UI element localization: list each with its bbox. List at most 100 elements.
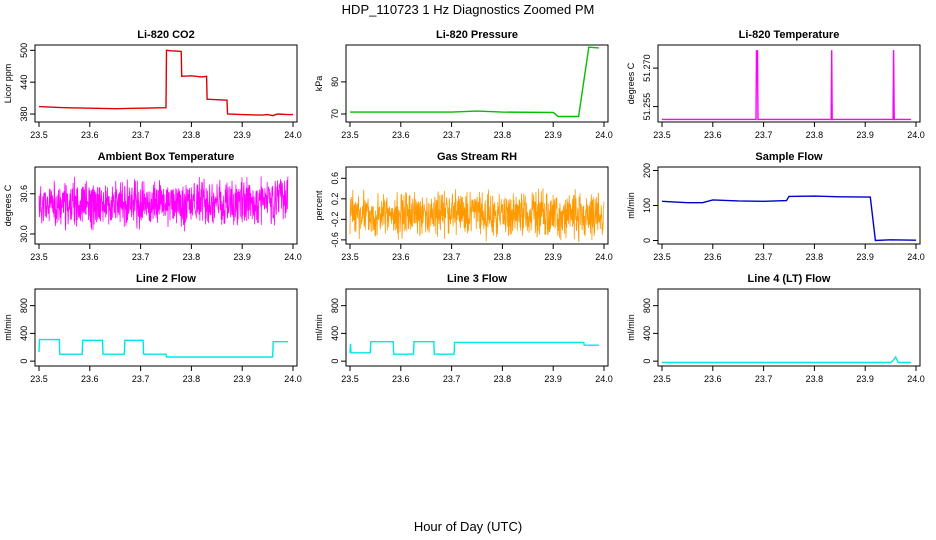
series-line — [662, 50, 911, 121]
y-tick-label: 400 — [330, 326, 340, 341]
x-tick-label: 23.7 — [443, 252, 461, 262]
y-axis-label: ml/min — [314, 314, 324, 341]
series-line — [349, 341, 599, 355]
x-tick-label: 23.5 — [653, 252, 671, 262]
x-tick-label: 23.9 — [856, 374, 874, 384]
y-tick-label: 800 — [19, 298, 29, 313]
series-line — [349, 188, 605, 242]
x-tick-label: 23.5 — [653, 374, 671, 384]
x-tick-label: 23.5 — [30, 252, 48, 262]
series-line — [38, 338, 288, 358]
x-tick-label: 23.5 — [341, 130, 359, 140]
x-tick-label: 24.0 — [595, 374, 613, 384]
x-tick-label: 23.6 — [392, 252, 410, 262]
y-tick-label: 380 — [19, 107, 29, 122]
y-tick-label: 0 — [642, 238, 652, 243]
x-tick-label: 23.8 — [183, 374, 201, 384]
chart-panel-2: Li-820 Pressure 23.5 23.6 23.7 23.8 23.9 24.0 7… — [314, 29, 613, 140]
chart-title: Li-820 Temperature — [739, 29, 840, 41]
x-tick-label: 23.8 — [494, 252, 512, 262]
chart-title: Line 3 Flow — [447, 273, 507, 285]
y-axis-label: ml/min — [626, 314, 636, 341]
x-tick-label: 23.6 — [704, 130, 722, 140]
chart-panel-3: Li-820 Temperature 23.5 23.6 23.7 23.8 23.9 24… — [626, 29, 925, 140]
plot-frame — [657, 288, 921, 367]
y-tick-label: 80 — [330, 77, 340, 87]
y-axis-label: percent — [314, 190, 324, 221]
y-tick-label: 100 — [642, 198, 652, 213]
chart-panel-6: Sample Flow 23.5 23.6 23.7 23.8 23.9 24.0 0 100 2… — [626, 151, 925, 262]
x-tick-label: 23.5 — [653, 130, 671, 140]
y-tick-label: 51.255 — [642, 93, 652, 121]
y-tick-label: 30.6 — [19, 185, 29, 203]
x-tick-label: 23.8 — [806, 130, 824, 140]
x-tick-label: 23.8 — [806, 252, 824, 262]
plot-frame — [657, 166, 921, 245]
y-axis-label: ml/min — [3, 314, 13, 341]
x-tick-label: 23.6 — [81, 252, 99, 262]
chart-panel-5: Gas Stream RH 23.5 23.6 23.7 23.8 23.9 24.0 -0.… — [314, 151, 613, 262]
chart-title: Sample Flow — [755, 151, 823, 163]
x-tick-label: 23.8 — [494, 374, 512, 384]
chart-title: Line 4 (LT) Flow — [748, 273, 831, 285]
x-tick-label: 23.7 — [132, 374, 150, 384]
chart-title: Line 2 Flow — [136, 273, 196, 285]
series-line — [350, 46, 599, 118]
y-tick-label: 30.0 — [19, 225, 29, 243]
x-tick-label: 24.0 — [907, 252, 925, 262]
y-axis-label: ml/min — [626, 192, 636, 219]
x-tick-label: 23.8 — [183, 252, 201, 262]
x-tick-label: 23.6 — [392, 374, 410, 384]
y-axis-label: degrees C — [626, 62, 636, 104]
x-tick-label: 23.9 — [233, 374, 251, 384]
series-line — [661, 195, 917, 242]
x-tick-label: 23.7 — [755, 374, 773, 384]
x-tick-label: 23.6 — [704, 374, 722, 384]
y-tick-label: 0 — [19, 359, 29, 364]
x-tick-label: 23.7 — [443, 374, 461, 384]
y-tick-label: 500 — [19, 43, 29, 58]
plot-frame — [34, 44, 298, 123]
x-tick-label: 23.8 — [183, 130, 201, 140]
x-tick-label: 23.5 — [341, 252, 359, 262]
y-tick-label: -0.6 — [330, 232, 340, 248]
x-tick-label: 24.0 — [284, 374, 302, 384]
x-tick-label: 23.7 — [755, 252, 773, 262]
y-tick-label: 70 — [330, 109, 340, 119]
x-tick-label: 23.9 — [856, 130, 874, 140]
y-tick-label: 0.6 — [330, 172, 340, 185]
chart-title: Li-820 CO2 — [137, 29, 194, 41]
series-line — [38, 49, 293, 117]
y-tick-label: 51.270 — [642, 54, 652, 82]
chart-panel-9: Line 4 (LT) Flow 23.5 23.6 23.7 23.8 23.9 24.0… — [626, 273, 925, 384]
x-tick-label: 23.8 — [494, 130, 512, 140]
x-tick-label: 24.0 — [907, 374, 925, 384]
series-line — [662, 355, 911, 364]
x-tick-label: 24.0 — [907, 130, 925, 140]
plot-frame — [345, 166, 609, 245]
x-tick-label: 24.0 — [595, 130, 613, 140]
plot-frame — [34, 288, 298, 367]
y-axis-label: degrees C — [3, 184, 13, 226]
y-tick-label: -0.2 — [330, 212, 340, 228]
x-tick-label: 24.0 — [595, 252, 613, 262]
y-tick-label: 800 — [642, 298, 652, 313]
x-tick-label: 23.7 — [443, 130, 461, 140]
figure-title: HDP_110723 1 Hz Diagnostics Zoomed PM — [341, 2, 595, 17]
x-axis-label: Hour of Day (UTC) — [413, 519, 523, 534]
x-tick-label: 23.7 — [132, 130, 150, 140]
x-tick-label: 24.0 — [284, 130, 302, 140]
x-tick-label: 23.6 — [81, 374, 99, 384]
x-tick-label: 23.6 — [81, 130, 99, 140]
x-tick-label: 23.5 — [341, 374, 359, 384]
chart-panel-8: Line 3 Flow 23.5 23.6 23.7 23.8 23.9 24.0 0 400 8… — [314, 273, 613, 384]
x-tick-label: 23.9 — [856, 252, 874, 262]
plot-frame — [657, 44, 921, 123]
x-tick-label: 23.6 — [392, 130, 410, 140]
chart-title: Gas Stream RH — [437, 151, 517, 163]
y-axis-label: Licor ppm — [3, 64, 13, 104]
x-tick-label: 23.9 — [544, 374, 562, 384]
x-tick-label: 23.9 — [544, 130, 562, 140]
x-tick-label: 23.6 — [704, 252, 722, 262]
